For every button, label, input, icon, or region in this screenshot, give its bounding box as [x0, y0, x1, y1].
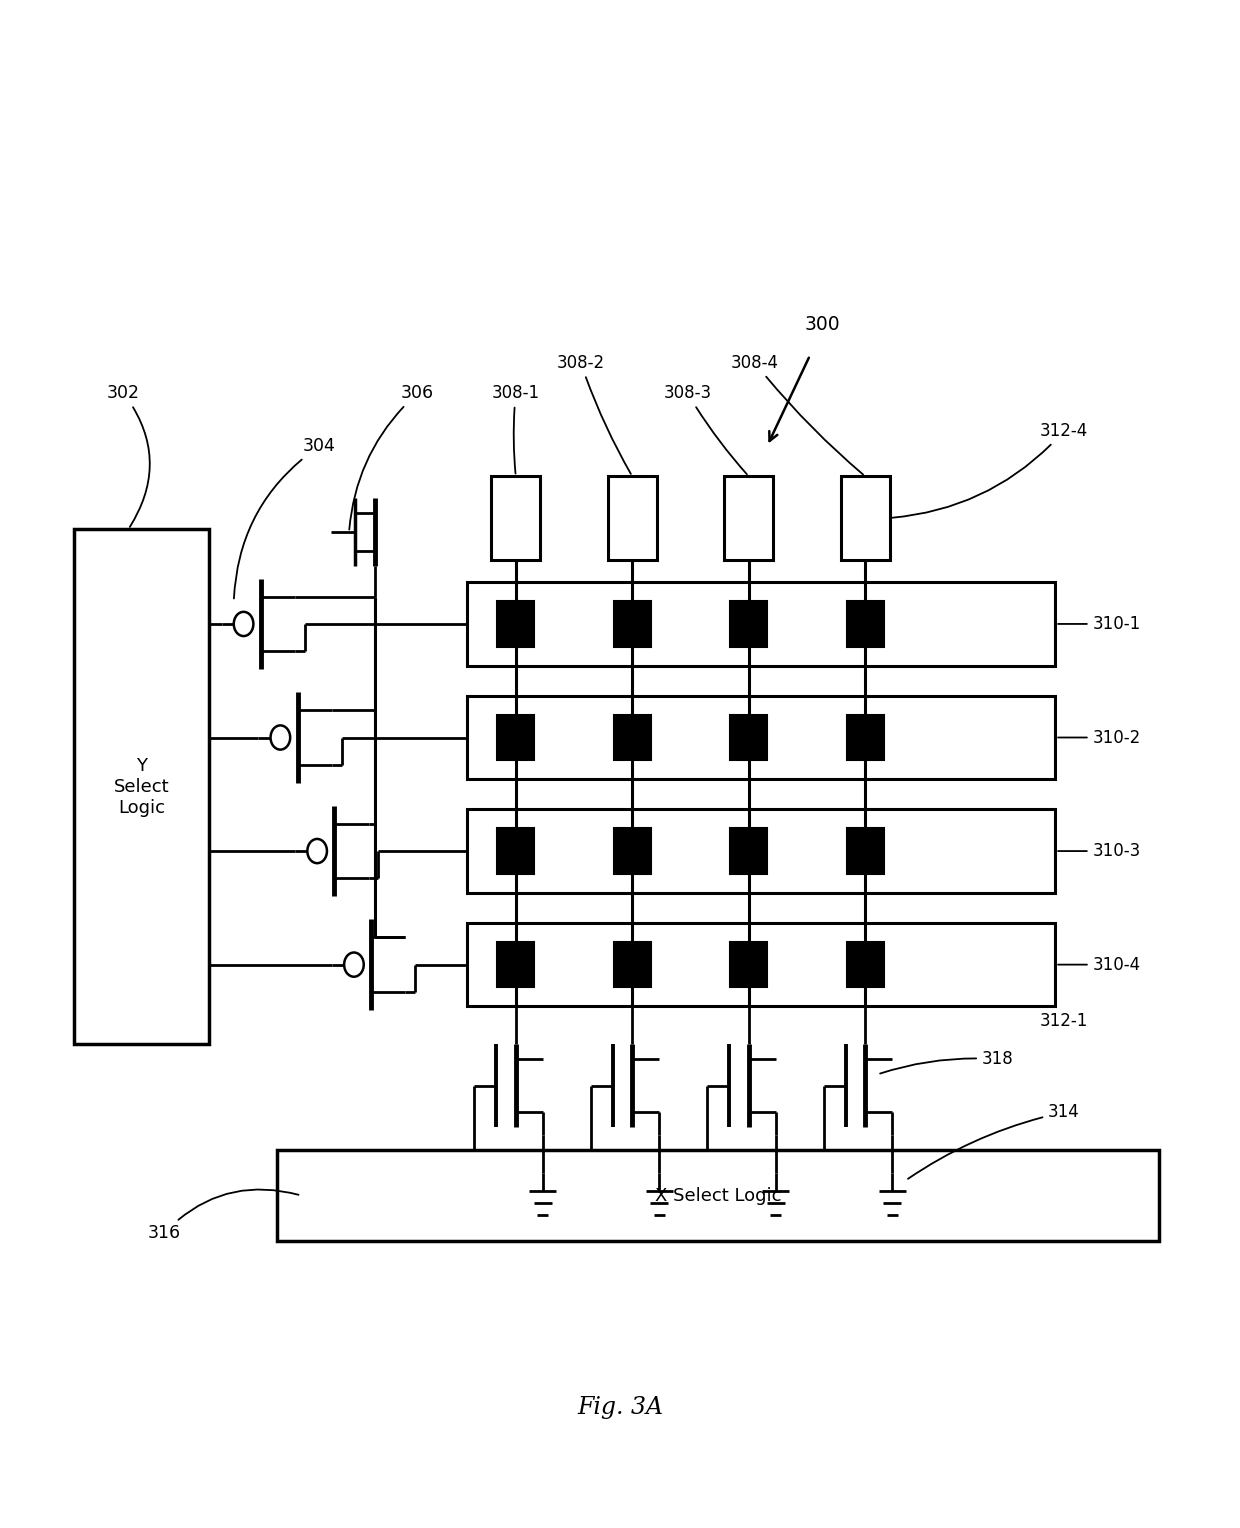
Bar — [466, 695, 1055, 779]
Text: 314: 314 — [908, 1103, 1080, 1178]
Bar — [730, 601, 768, 646]
Bar — [497, 601, 534, 646]
Circle shape — [308, 839, 327, 863]
Text: Y
Select
Logic: Y Select Logic — [114, 756, 170, 816]
Bar — [730, 941, 768, 987]
Text: 310-3: 310-3 — [1058, 842, 1141, 860]
Bar — [847, 715, 884, 761]
Circle shape — [234, 611, 253, 636]
Text: X Select Logic: X Select Logic — [655, 1187, 781, 1204]
Text: 308-2: 308-2 — [557, 354, 631, 474]
Text: 302: 302 — [107, 384, 150, 527]
Bar — [491, 477, 541, 559]
Text: 312-4: 312-4 — [893, 422, 1087, 518]
Bar — [847, 941, 884, 987]
Text: Fig. 3A: Fig. 3A — [577, 1397, 663, 1420]
Bar — [847, 828, 884, 874]
Text: 308-1: 308-1 — [492, 384, 539, 474]
Bar — [614, 715, 651, 761]
Bar — [614, 601, 651, 646]
Circle shape — [270, 726, 290, 750]
Text: 300: 300 — [805, 315, 841, 335]
Bar — [614, 828, 651, 874]
Circle shape — [345, 952, 363, 976]
Bar — [614, 941, 651, 987]
Bar — [724, 477, 774, 559]
Bar — [730, 715, 768, 761]
Bar — [466, 582, 1055, 666]
Bar — [847, 601, 884, 646]
Text: 304: 304 — [234, 437, 336, 599]
Text: 310-4: 310-4 — [1058, 955, 1141, 973]
Text: 308-4: 308-4 — [730, 354, 863, 475]
Bar — [277, 1151, 1159, 1241]
Bar — [466, 923, 1055, 1007]
Text: 316: 316 — [148, 1189, 299, 1242]
Text: 318: 318 — [880, 1050, 1013, 1074]
Bar — [841, 477, 890, 559]
Bar — [466, 810, 1055, 892]
Bar — [608, 477, 657, 559]
Bar — [730, 828, 768, 874]
Bar — [497, 828, 534, 874]
Bar — [497, 715, 534, 761]
Bar — [497, 941, 534, 987]
Text: 306: 306 — [350, 384, 434, 530]
Bar — [74, 529, 210, 1044]
Text: 312-1: 312-1 — [1039, 1007, 1087, 1030]
Text: 310-2: 310-2 — [1058, 729, 1141, 747]
Text: 310-1: 310-1 — [1058, 614, 1141, 633]
Text: 308-3: 308-3 — [663, 384, 746, 474]
